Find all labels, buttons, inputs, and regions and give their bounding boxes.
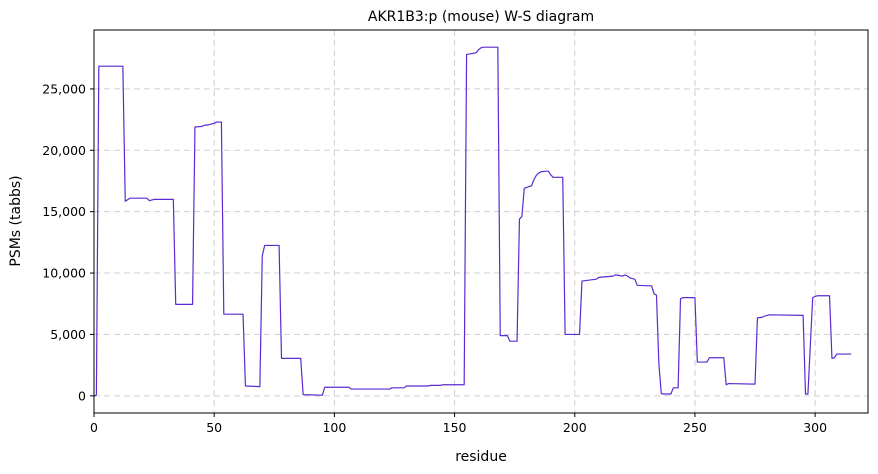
y-tick-label: 10,000 [42, 266, 86, 281]
y-tick-label: 25,000 [42, 81, 86, 96]
grid [93, 30, 868, 413]
chart-title: AKR1B3:p (mouse) W-S diagram [368, 9, 594, 25]
x-axis-label: residue [455, 449, 507, 465]
x-tick-label: 250 [683, 420, 707, 435]
series-line [93, 46, 852, 397]
x-tick-label: 50 [206, 420, 222, 435]
x-tick-label: 0 [90, 420, 98, 435]
x-axis: 0 50 100 150 200 250 300 [90, 413, 827, 435]
series-layer [93, 46, 852, 397]
x-tick-label: 100 [322, 420, 346, 435]
x-tick-label: 150 [443, 420, 467, 435]
y-axis-label: PSMs (tabbs) [8, 175, 24, 266]
y-tick-label: 0 [78, 388, 86, 403]
y-tick-label: 5,000 [50, 327, 86, 342]
y-axis: 0 5,000 10,000 15,000 20,000 25,000 [42, 81, 94, 403]
x-tick-label: 300 [803, 420, 827, 435]
y-tick-label: 15,000 [42, 204, 86, 219]
plot-frame [93, 29, 869, 414]
y-tick-label: 20,000 [42, 143, 86, 158]
x-tick-label: 200 [563, 420, 587, 435]
